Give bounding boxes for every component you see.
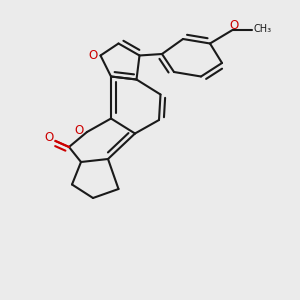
Text: O: O [75,124,84,137]
Text: CH₃: CH₃ [254,24,272,34]
Text: O: O [88,49,98,62]
Text: O: O [230,19,238,32]
Text: O: O [44,131,53,144]
